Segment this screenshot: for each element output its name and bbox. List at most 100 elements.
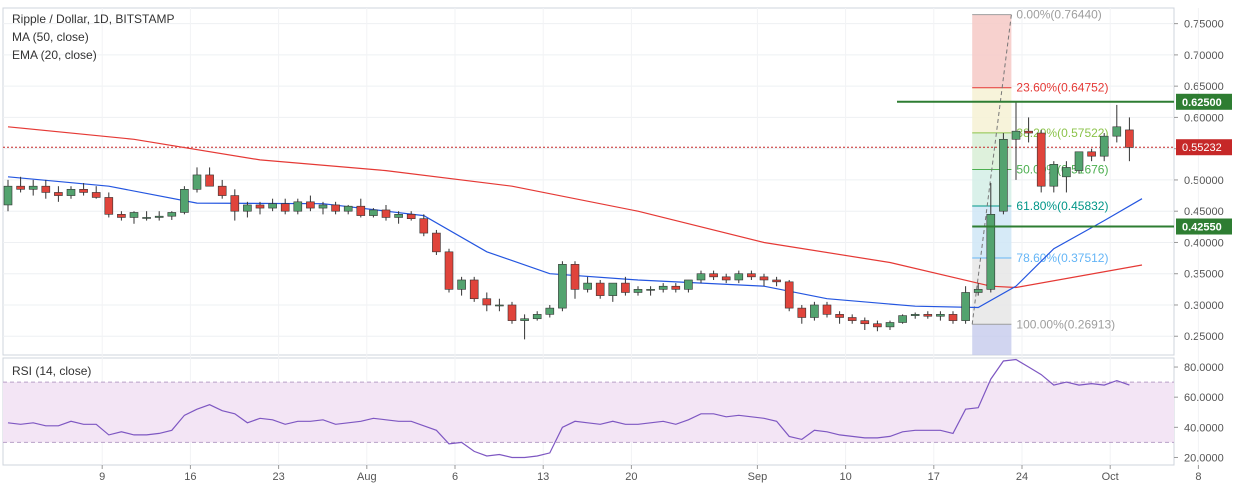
candle-body xyxy=(79,189,88,193)
candle xyxy=(369,208,378,218)
fib-zone xyxy=(972,87,1012,133)
candle xyxy=(684,279,693,293)
current-price-label: 0.55232 xyxy=(1182,142,1222,154)
candle xyxy=(129,211,139,224)
candle xyxy=(432,229,441,255)
rsi-band xyxy=(3,382,1174,443)
candle xyxy=(280,198,290,215)
ema20-legend: EMA (20, close) xyxy=(12,48,97,62)
candle-body xyxy=(797,307,807,318)
candle-body xyxy=(331,204,340,212)
candle xyxy=(747,270,756,280)
candle xyxy=(243,201,252,218)
x-tick-label: 6 xyxy=(452,471,458,483)
candle-body xyxy=(306,201,315,209)
candle xyxy=(444,248,454,293)
candle-body xyxy=(1062,167,1071,178)
candle-body xyxy=(482,298,492,306)
candle xyxy=(986,183,996,293)
candle-body xyxy=(1024,130,1033,134)
candle xyxy=(910,312,920,319)
candle xyxy=(923,311,933,319)
y-tick-label: 0.40000 xyxy=(1184,237,1224,249)
candle-body xyxy=(268,203,277,209)
candle-body xyxy=(1011,130,1021,140)
candle-body xyxy=(784,281,794,309)
candle xyxy=(999,133,1008,215)
candle xyxy=(255,201,265,215)
candle xyxy=(1036,129,1046,193)
candle xyxy=(1099,133,1109,162)
x-tick-label: Sep xyxy=(748,471,768,483)
candle xyxy=(721,273,731,284)
candle-body xyxy=(381,209,391,218)
candle xyxy=(898,314,907,324)
candle-body xyxy=(810,304,819,318)
candle xyxy=(633,286,643,296)
candle xyxy=(117,211,126,221)
x-tick-label: 17 xyxy=(928,471,940,483)
candle-body xyxy=(646,289,655,291)
candle-body xyxy=(671,285,681,290)
candle-body xyxy=(847,317,857,321)
fib-level-label: 100.00%(0.26913) xyxy=(1016,317,1115,331)
candle-body xyxy=(570,264,580,290)
candle xyxy=(1049,161,1059,193)
candle xyxy=(331,201,340,215)
candle-body xyxy=(583,282,592,290)
candle-body xyxy=(41,185,51,193)
candle-body xyxy=(129,212,139,218)
y-tick-label: 0.30000 xyxy=(1184,300,1224,312)
candle-body xyxy=(3,185,13,206)
candle xyxy=(180,186,189,215)
candle xyxy=(847,314,857,324)
candle-body xyxy=(205,174,214,187)
y-tick-label: 0.75000 xyxy=(1184,19,1224,31)
candle-body xyxy=(759,276,769,281)
candle xyxy=(772,276,781,287)
x-tick-label: 10 xyxy=(839,471,851,483)
candle-body xyxy=(432,232,441,253)
candle xyxy=(532,311,542,321)
candle-body xyxy=(255,204,265,209)
candle-body xyxy=(104,197,114,215)
y-tick-label: 0.70000 xyxy=(1184,50,1224,62)
candle-body xyxy=(230,195,240,212)
candle xyxy=(973,283,983,296)
candle-body xyxy=(66,189,76,196)
y-tick-label: 0.35000 xyxy=(1184,269,1224,281)
y-tick-label: 0.45000 xyxy=(1184,206,1224,218)
y-tick-label: 0.50000 xyxy=(1184,175,1224,187)
candle-body xyxy=(495,304,504,307)
candle-body xyxy=(280,203,290,212)
candle xyxy=(142,211,151,221)
candle-body xyxy=(369,209,378,216)
fib-zone xyxy=(972,14,1012,88)
candle xyxy=(1112,104,1122,143)
candle-body xyxy=(532,314,542,320)
candle-body xyxy=(356,205,366,216)
candle xyxy=(595,279,605,299)
candle xyxy=(608,282,618,302)
candle-body xyxy=(1049,164,1059,187)
candle-body xyxy=(621,282,630,293)
candle xyxy=(343,204,353,215)
candle xyxy=(306,195,315,212)
candle xyxy=(936,311,945,321)
candle-body xyxy=(457,279,466,290)
candle xyxy=(54,186,63,202)
candle-body xyxy=(91,192,101,198)
candle xyxy=(583,276,592,293)
candle xyxy=(469,276,479,302)
y-tick-label: 0.65000 xyxy=(1184,81,1224,93)
candle-body xyxy=(973,289,983,293)
candle xyxy=(784,279,794,312)
candle-body xyxy=(986,214,996,290)
candle-body xyxy=(822,304,832,315)
candle xyxy=(3,179,13,212)
x-tick-label: 13 xyxy=(537,471,549,483)
x-tick-label: 24 xyxy=(1016,471,1028,483)
fib-base-zone xyxy=(972,324,1012,355)
candle-body xyxy=(910,314,920,316)
